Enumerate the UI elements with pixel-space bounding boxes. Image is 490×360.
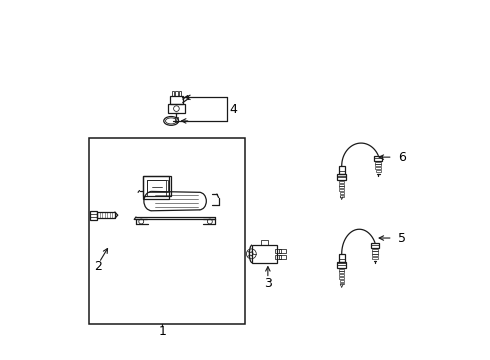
Text: 2: 2 (94, 260, 102, 273)
Bar (337, 262, 346, 268)
Text: 5: 5 (398, 231, 406, 244)
Bar (337, 174, 346, 180)
Bar (339, 271, 344, 274)
Bar (172, 91, 174, 96)
Bar (143, 176, 170, 199)
Bar (340, 195, 343, 197)
Bar (168, 104, 185, 113)
Bar (372, 257, 378, 259)
Bar (375, 167, 381, 169)
Bar (371, 243, 379, 248)
Bar (90, 211, 98, 220)
Bar (340, 277, 344, 279)
Bar (339, 274, 344, 276)
Bar (376, 170, 381, 172)
Bar (372, 249, 378, 251)
Bar (178, 91, 181, 96)
Bar (372, 252, 378, 253)
Bar (252, 245, 277, 263)
Bar (340, 189, 344, 191)
Text: 1: 1 (158, 325, 166, 338)
Bar (147, 180, 168, 192)
Bar (275, 248, 281, 253)
Bar (339, 166, 345, 174)
Bar (98, 212, 115, 218)
Bar (339, 186, 344, 188)
Bar (275, 255, 281, 259)
Bar (339, 254, 345, 262)
Bar (279, 248, 286, 253)
Bar (261, 240, 268, 245)
Bar (175, 91, 178, 96)
Bar (339, 181, 344, 183)
Bar (372, 254, 378, 256)
Bar (340, 280, 344, 282)
Bar (339, 269, 344, 271)
Bar (89, 138, 245, 324)
Bar (339, 184, 344, 185)
Bar (175, 117, 178, 122)
Bar (374, 156, 382, 161)
Bar (170, 96, 183, 104)
Bar (375, 162, 381, 164)
Bar (375, 165, 381, 166)
Bar (143, 176, 171, 196)
Text: 4: 4 (229, 103, 237, 116)
Bar (340, 283, 343, 284)
Bar (279, 255, 286, 259)
Text: 6: 6 (398, 150, 406, 164)
Bar (340, 192, 344, 194)
Bar (147, 180, 166, 196)
Text: 3: 3 (264, 276, 272, 289)
